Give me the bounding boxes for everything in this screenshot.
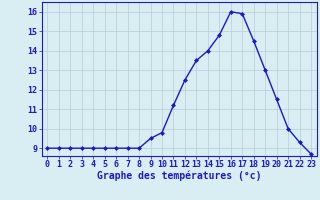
X-axis label: Graphe des températures (°c): Graphe des températures (°c) — [97, 171, 261, 181]
